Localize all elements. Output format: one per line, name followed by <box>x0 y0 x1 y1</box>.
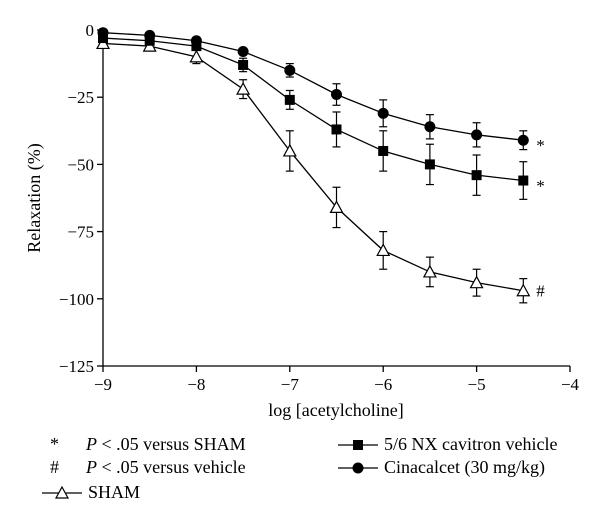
legend-item-sham: SHAM <box>42 481 140 504</box>
data-point-circle <box>237 46 249 58</box>
data-point-circle <box>190 35 202 47</box>
y-ticks: 0 −25 −50 −75 −100 −125 <box>59 21 103 376</box>
filled-circle-line-icon <box>338 462 378 473</box>
y-tick-label: −100 <box>59 290 94 309</box>
legend-item-cinacalcet: Cinacalcet (30 mg/kg) <box>338 456 557 479</box>
y-tick-label: 0 <box>86 21 95 40</box>
series-legend: 5/6 NX cavitron vehicle Cinacalcet (30 m… <box>338 433 557 479</box>
data-point-square <box>238 59 249 70</box>
data-point-square <box>518 175 529 186</box>
x-tick-label: −4 <box>561 375 580 394</box>
hash-symbol: # <box>50 457 59 477</box>
data-point-square <box>424 159 435 170</box>
x-tick-label: −5 <box>468 375 486 394</box>
x-tick-label: −9 <box>94 375 112 394</box>
data-point-triangle <box>236 81 251 95</box>
y-tick-label: −50 <box>67 155 94 174</box>
note-vehicle-significance: # P < .05 versus vehicle <box>50 456 246 479</box>
data-point-circle <box>97 27 109 39</box>
data-point-square <box>378 145 389 156</box>
series-line <box>102 42 524 292</box>
data-point-square <box>331 124 342 135</box>
data-point-circle <box>377 107 389 119</box>
data-point-circle <box>331 89 342 101</box>
y-tick-label: −25 <box>67 88 94 107</box>
filled-square-line-icon <box>338 439 378 450</box>
data-point-triangle <box>376 243 391 257</box>
series-line <box>102 32 524 141</box>
relaxation-chart: 0 −25 −50 −75 −100 −125 −9 −8 −7 −6 −5 −4 Relaxati… <box>24 21 580 420</box>
x-tick-label: −8 <box>187 375 205 394</box>
data-point-circle <box>471 129 483 141</box>
series-filled-square: * <box>98 33 545 200</box>
data-point-square <box>471 170 482 181</box>
x-axis-label: log [acetylcholine] <box>268 400 403 420</box>
axes <box>102 30 570 367</box>
sham-legend: SHAM <box>42 481 140 504</box>
data-point-circle <box>284 64 296 76</box>
note-sham-significance: * P < .05 versus SHAM <box>50 433 246 456</box>
significance-asterisk: * <box>536 136 545 155</box>
x-ticks: −9 −8 −7 −6 −5 −4 <box>94 366 580 394</box>
notes-legend: * P < .05 versus SHAM # P < .05 versus v… <box>50 433 246 479</box>
data-point-circle <box>144 29 156 41</box>
note1-p: P <box>86 434 97 454</box>
data-point-triangle <box>282 143 297 157</box>
x-tick-label: −6 <box>374 375 392 394</box>
note2-text: < .05 versus vehicle <box>97 457 246 477</box>
legend-label-cinacalcet: Cinacalcet (30 mg/kg) <box>384 457 545 477</box>
asterisk-symbol: * <box>50 434 59 454</box>
y-axis-label: Relaxation (%) <box>24 143 45 252</box>
data-point-circle <box>517 134 529 146</box>
x-tick-label: −7 <box>281 375 300 394</box>
data-point-circle <box>424 121 436 133</box>
significance-asterisk: * <box>536 177 545 196</box>
data-point-triangle <box>189 49 204 63</box>
data-point-triangle <box>329 200 344 214</box>
note1-text: < .05 versus SHAM <box>97 434 246 454</box>
data-point-triangle <box>422 264 437 278</box>
y-tick-label: −75 <box>67 223 94 242</box>
series-open-triangle: # <box>95 36 545 304</box>
series-layer: # * * <box>95 27 545 304</box>
note2-p: P <box>86 457 97 477</box>
significance-hash: # <box>536 282 545 301</box>
data-point-square <box>284 94 295 105</box>
series-filled-circle: * <box>97 27 545 155</box>
legend-item-nx: 5/6 NX cavitron vehicle <box>338 433 557 456</box>
data-point-triangle <box>469 275 484 289</box>
legend-label-nx: 5/6 NX cavitron vehicle <box>384 434 558 454</box>
data-point-triangle <box>516 283 531 297</box>
y-tick-label: −125 <box>59 357 94 376</box>
open-triangle-line-icon <box>42 485 82 499</box>
legend-label-sham: SHAM <box>88 482 141 502</box>
series-line <box>102 37 524 182</box>
